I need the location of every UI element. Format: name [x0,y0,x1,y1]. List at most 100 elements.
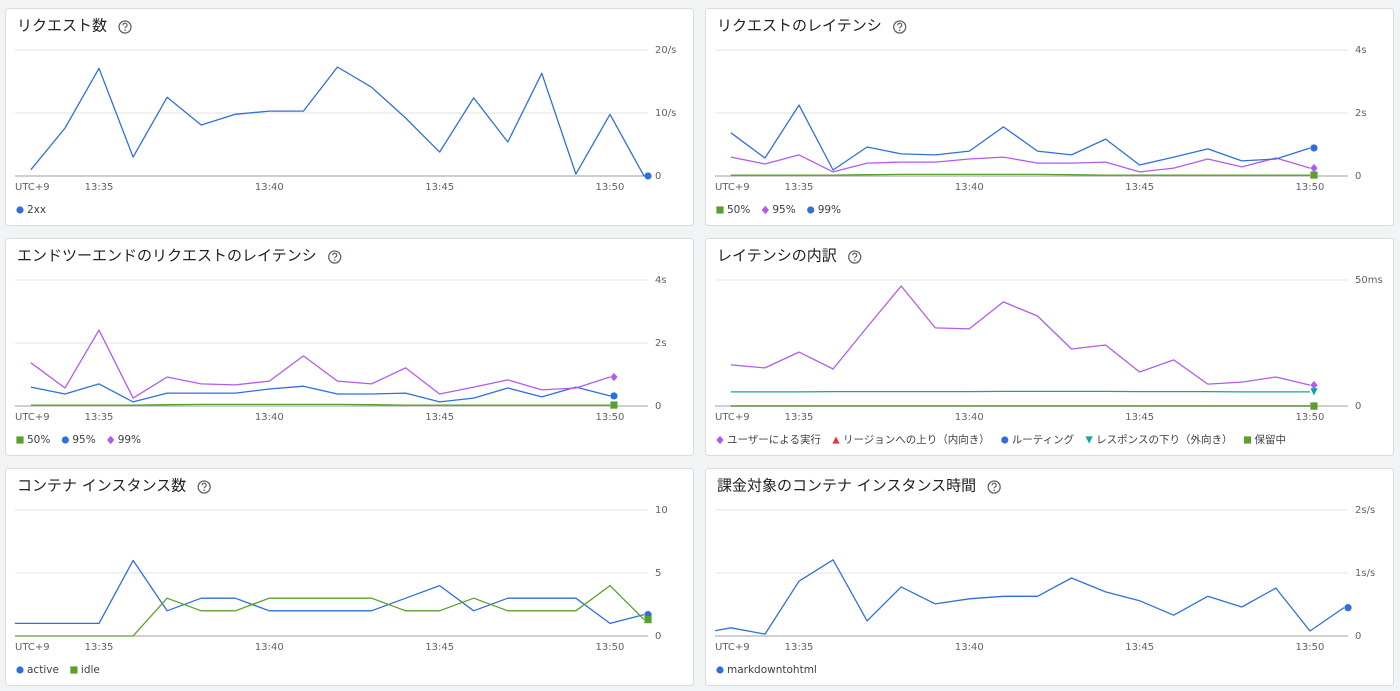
x-tick-label: 13:50 [596,642,625,653]
plot-area [730,104,1311,176]
legend-label: 50% [727,204,750,216]
chart-title: リクエスト数 [17,17,107,35]
end-marker [610,372,618,382]
y-tick-label: 2s [655,338,667,349]
y-tick-label: 0 [1355,631,1361,642]
chart-title: エンドツーエンドのリクエストのレイテンシ [17,247,317,265]
help-icon[interactable] [893,20,907,34]
x-tick-label: 13:35 [85,642,114,653]
legend-label: 99% [118,434,141,446]
series-line [730,104,1311,171]
legend-marker [16,436,24,444]
x-tick-label: 13:50 [596,182,625,193]
legend-label: リージョンへの上り（内向き） [843,433,990,446]
end-marker [610,392,618,400]
plot-area [30,329,611,406]
x-tick-label: 13:35 [85,182,114,193]
y-tick-label: 4s [655,275,667,286]
x-tick-label: 13:35 [785,182,814,193]
panel-background [705,468,1394,686]
help-circle[interactable] [197,480,211,494]
legend-label: 保留中 [1254,433,1286,446]
panel-background [5,8,694,226]
plot-area [730,285,1311,407]
chart-panel: リクエスト数 20/s 10/s 0 UTC+9 13:35 13:40 13:45 13:50… [5,8,694,226]
series-line [30,329,611,399]
help-glyph[interactable] [991,482,997,489]
help-icon[interactable] [848,250,862,264]
series-line [730,173,1310,176]
help-circle[interactable] [118,20,132,34]
help-circle[interactable] [893,20,907,34]
x-tick-label: 13:45 [1125,412,1154,423]
legend-marker [716,435,724,445]
x-tick-label: 13:50 [1296,412,1325,423]
help-icon[interactable] [328,250,342,264]
chart-panel: 課金対象のコンテナ インスタンス時間 2s/s 1s/s 0 UTC+9 13:35 13:… [705,468,1394,686]
legend-item: 50% [16,434,50,446]
legend-marker [761,205,769,215]
y-tick-label: 10/s [655,108,676,119]
help-icon[interactable] [987,480,1001,494]
help-glyph[interactable] [332,252,338,259]
timezone-label: UTC+9 [15,642,50,653]
series-line [30,383,611,403]
series-line [15,584,645,637]
help-dot[interactable] [333,259,336,262]
help-dot[interactable] [124,29,126,32]
help-circle[interactable] [328,250,342,264]
chart-title: コンテナ インスタンス数 [17,477,186,495]
legend-label: active [27,664,59,676]
timezone-label: UTC+9 [15,412,50,423]
x-tick-label: 13:50 [1296,182,1325,193]
y-tick-label: 0 [655,171,661,182]
help-glyph[interactable] [897,22,903,29]
help-circle[interactable] [987,480,1001,494]
legend-item: リージョンへの上り（内向き） [832,433,990,446]
x-tick-label: 13:45 [425,642,454,653]
x-tick-label: 13:45 [425,182,454,193]
end-marker [1310,380,1318,390]
legend-marker [61,436,69,444]
help-icon[interactable] [118,20,132,34]
legend-label: idle [81,664,100,676]
x-tick-label: 13:40 [255,182,284,193]
help-glyph[interactable] [852,252,858,259]
x-tick-label: 13:45 [1125,642,1154,653]
plot-area [30,66,645,177]
help-icon[interactable] [197,480,211,494]
chart-title: リクエストのレイテンシ [717,17,882,35]
panel-background [705,238,1394,456]
legend-label: 95% [72,434,95,446]
y-tick-label: 4s [1355,45,1367,56]
x-tick-label: 13:40 [255,412,284,423]
y-tick-label: 0 [1355,171,1361,182]
legend-label: 2xx [27,204,46,216]
end-marker [644,616,652,624]
help-dot[interactable] [898,29,901,32]
help-dot[interactable] [853,259,856,262]
y-tick-label: 2s/s [1355,505,1375,516]
x-tick-label: 13:40 [955,182,984,193]
legend-item: レスポンスの下り（外向き） [1085,433,1232,446]
legend-item: 95% [61,434,96,446]
help-dot[interactable] [203,489,205,492]
end-marker [1310,144,1318,152]
help-dot[interactable] [993,489,995,492]
legend-item: active [16,664,59,676]
legend-marker [832,436,840,444]
end-marker [644,172,652,180]
legend-marker [807,206,815,214]
legend-marker [107,435,115,445]
panel-background [5,468,694,686]
y-tick-label: 0 [655,401,661,412]
legend-label: ユーザーによる実行 [727,433,821,446]
chart-panel: リクエストのレイテンシ 4s 2s 0 UTC+9 13:35 13:40 13:45 13:5… [705,8,1394,226]
legend-marker [1243,436,1252,444]
help-glyph[interactable] [122,22,128,29]
help-circle[interactable] [848,250,862,264]
end-marker [1344,604,1352,612]
help-glyph[interactable] [201,482,207,489]
